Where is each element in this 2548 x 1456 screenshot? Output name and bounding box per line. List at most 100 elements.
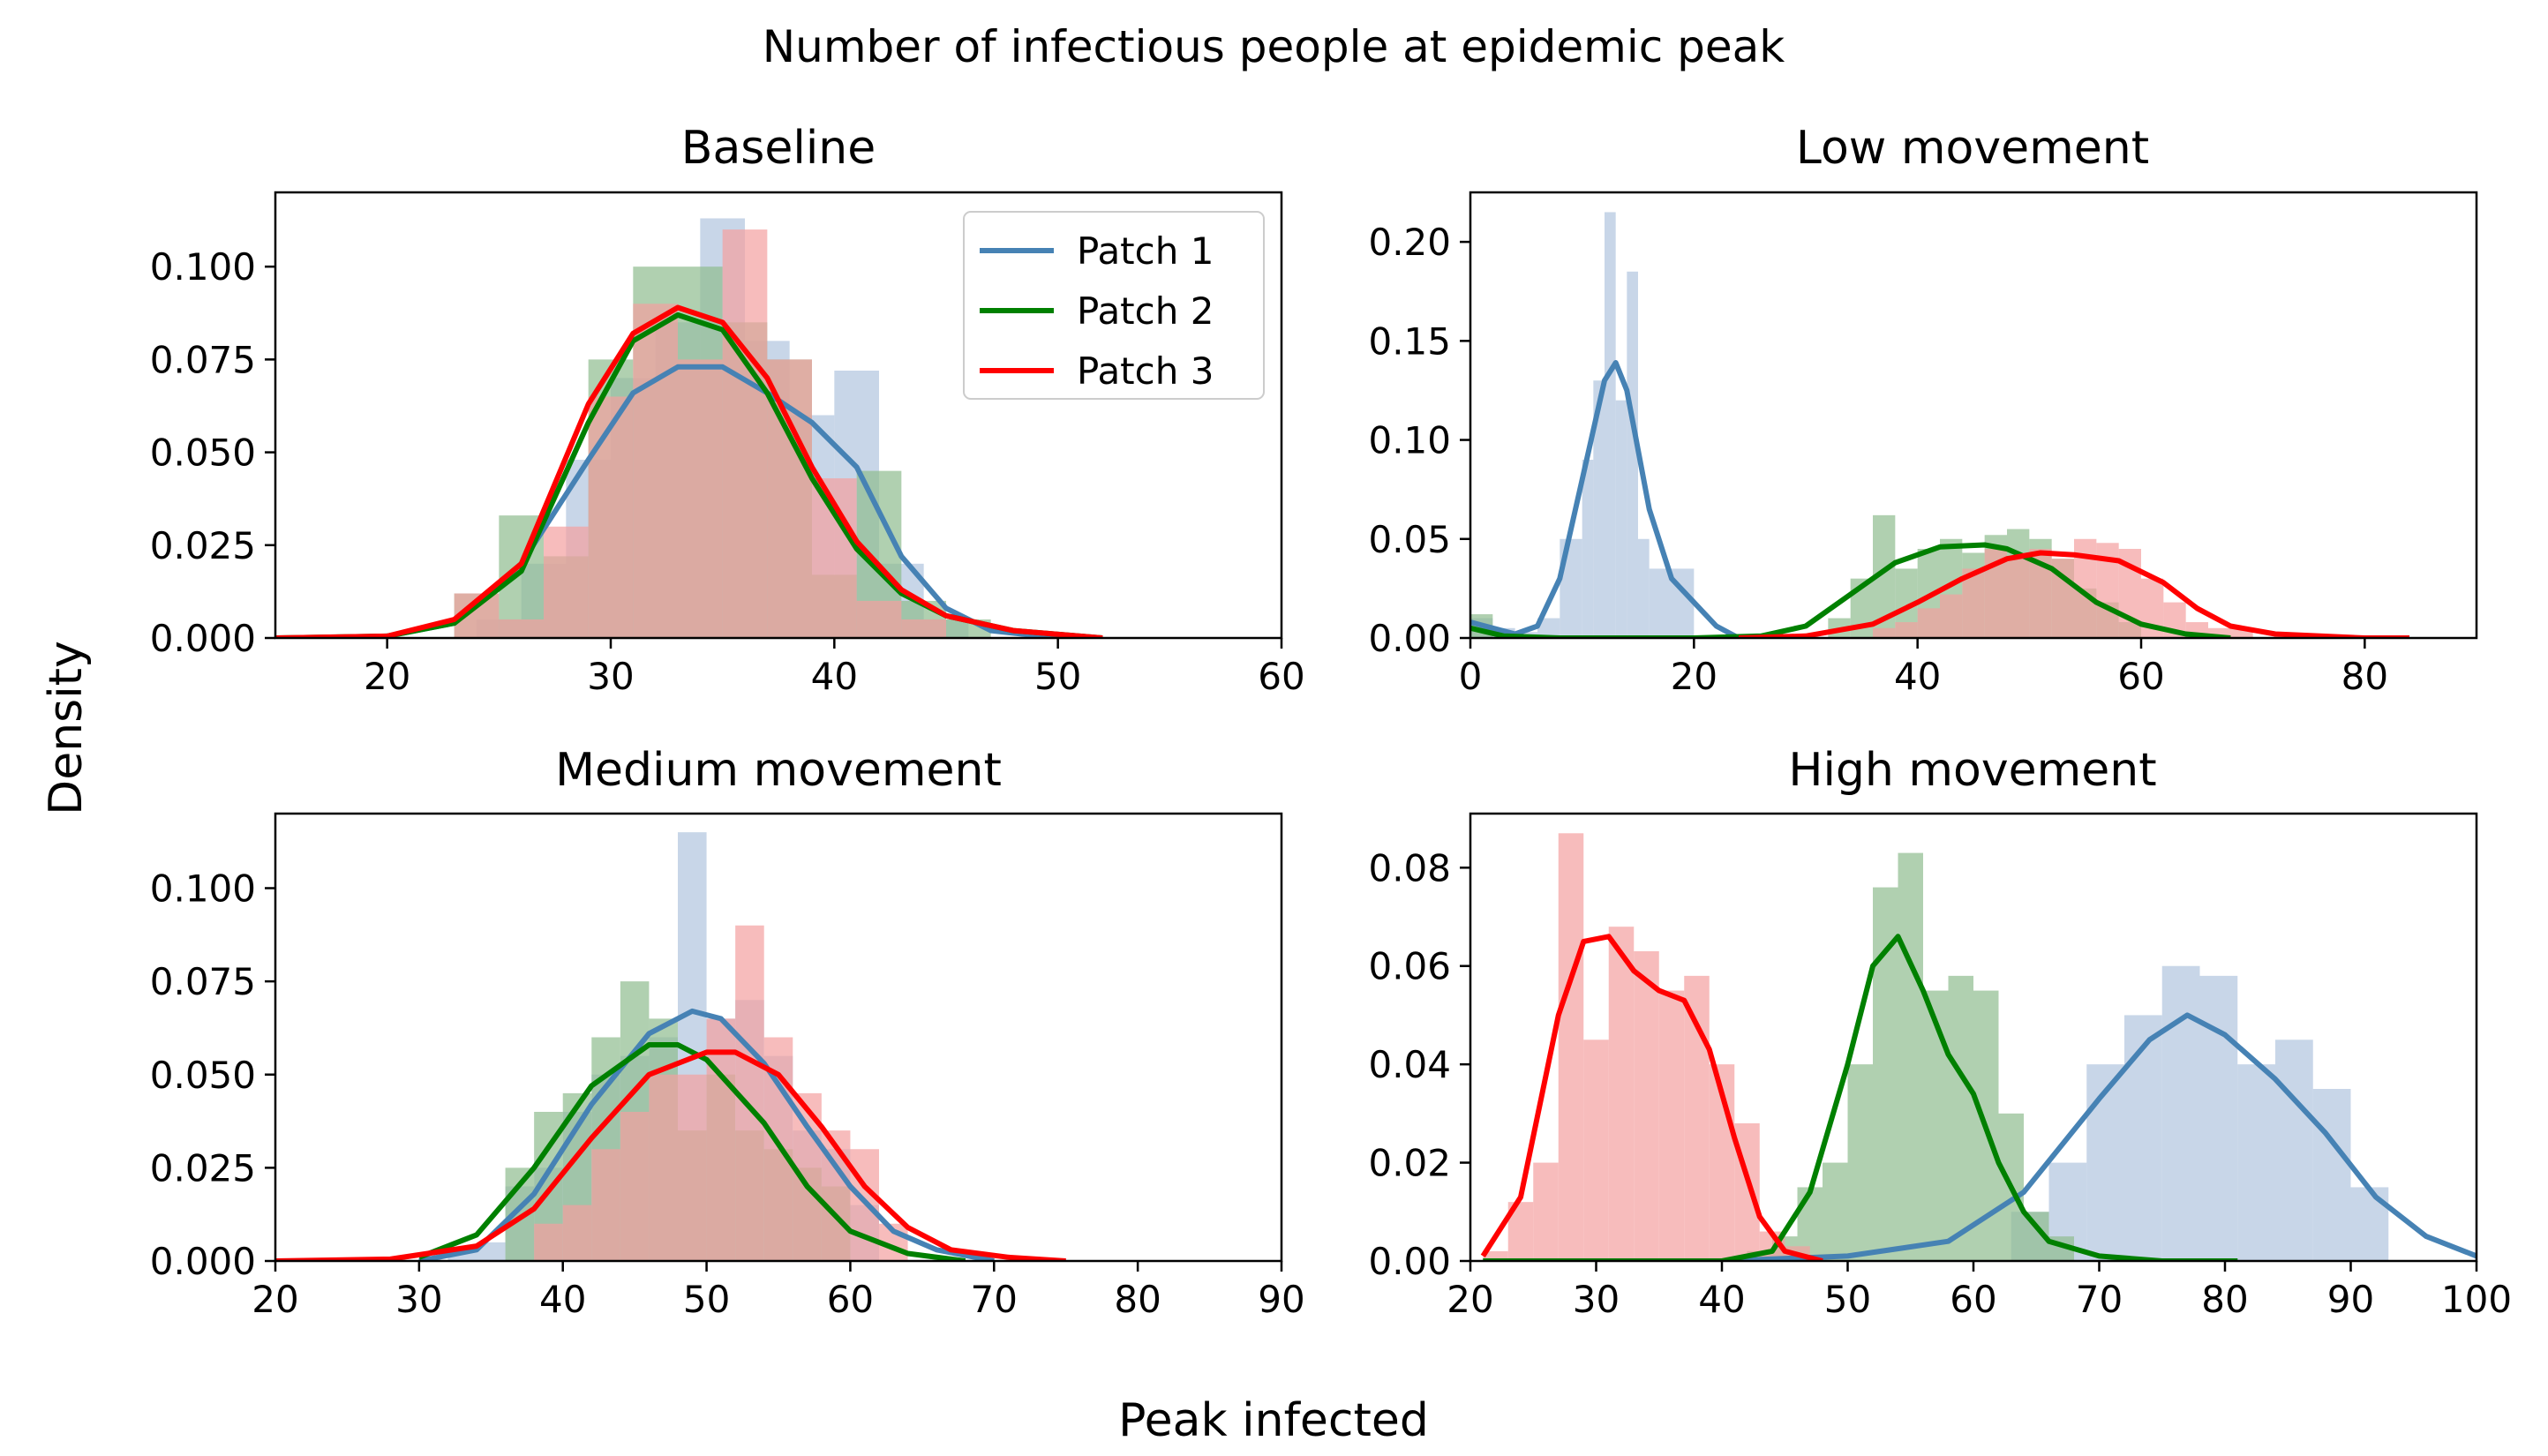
x-tick-label: 80	[1114, 1278, 1161, 1321]
legend-label-patch-3: Patch 3	[1077, 349, 1214, 393]
panel-title: Low movement	[1796, 122, 2149, 175]
histogram-bar	[2161, 965, 2200, 1261]
x-tick-label: 20	[364, 655, 410, 698]
y-tick-label: 0.100	[150, 245, 256, 289]
x-tick-label: 20	[1671, 655, 1717, 698]
y-tick-label: 0.100	[150, 867, 256, 911]
histogram-bar	[1533, 1162, 1559, 1261]
y-tick-label: 0.10	[1368, 419, 1451, 462]
histogram-bar	[1605, 212, 1616, 638]
y-tick-label: 0.050	[150, 1054, 256, 1097]
histogram-bar	[1962, 568, 1985, 638]
histogram-bar	[1898, 852, 1923, 1261]
histogram-bar	[678, 359, 723, 638]
y-tick-label: 0.15	[1368, 319, 1451, 363]
panel-medium-movement: Medium movement 20 30 40 50 60 70 80 90 0.000 0.0…	[150, 744, 1305, 1321]
panel-title: Baseline	[681, 122, 876, 175]
histogram-bar	[1593, 380, 1605, 638]
histogram-patch-1	[1470, 212, 1695, 638]
histogram-bar	[1615, 400, 1627, 638]
histogram-bar	[2086, 1064, 2124, 1261]
x-tick-label: 0	[1459, 655, 1483, 698]
histogram-bar	[1873, 627, 1896, 638]
panel-low-movement: Low movement 0 20 40 60 80 0.00 0.05 0.10 0.15 0.…	[1368, 122, 2478, 698]
figure-xlabel: Peak infected	[1118, 1394, 1429, 1447]
histogram-bar	[2237, 1064, 2275, 1261]
histogram-bar	[2312, 1089, 2351, 1261]
histogram-bar	[722, 229, 768, 638]
histogram-bar	[534, 1223, 563, 1261]
x-tick-label: 50	[1824, 1278, 1871, 1321]
x-tick-label: 70	[2076, 1278, 2123, 1321]
histogram-bar	[1634, 951, 1659, 1261]
histogram-patch-3	[1483, 833, 1810, 1261]
histogram-bar	[1627, 271, 1638, 638]
kde-line-patch-1	[418, 1008, 995, 1261]
panel-high-movement: High movement 20 30 40 50 60 70 80 90 100 0.00 0.0…	[1368, 744, 2512, 1321]
kde-line-patch-2	[417, 1042, 966, 1261]
histogram-bar	[544, 526, 589, 638]
panel-baseline: Baseline 20 30 40 50 60 0.000 0.025 0.050 0.075 0…	[150, 122, 1305, 698]
histogram-bar	[856, 600, 902, 638]
histogram-bar	[1649, 568, 1672, 638]
y-tick-label: 0.05	[1368, 518, 1451, 561]
histogram-bar	[1847, 1064, 1873, 1261]
x-tick-label: 20	[252, 1278, 298, 1321]
panel-title: High movement	[1788, 744, 2156, 797]
x-tick-label: 30	[1573, 1278, 1620, 1321]
x-tick-label: 30	[587, 655, 634, 698]
figure-ylabel: Density	[40, 641, 93, 815]
kde-line-patch-3	[275, 1049, 1066, 1261]
x-tick-label: 20	[1447, 1278, 1493, 1321]
axes-frame	[1469, 191, 2478, 640]
x-tick-label: 60	[1258, 655, 1304, 698]
y-tick-label: 0.075	[150, 960, 256, 1003]
kde-line-patch-3	[1738, 550, 2409, 638]
x-tick-label: 40	[539, 1278, 586, 1321]
legend-box	[963, 211, 1265, 400]
histogram-patch-3	[534, 925, 908, 1261]
y-tick-label: 0.025	[150, 524, 256, 567]
legend-label-patch-1: Patch 1	[1077, 229, 1214, 273]
x-tick-label: 80	[2341, 655, 2388, 698]
histogram-bar	[2124, 1015, 2162, 1261]
plot-area	[1470, 212, 2409, 638]
histogram-bar	[588, 396, 634, 638]
histogram-bar	[901, 619, 946, 638]
kde-line-patch-3	[275, 304, 1103, 638]
histogram-bar	[1483, 1250, 1508, 1261]
histogram-bar	[2275, 1039, 2313, 1261]
axes-frame	[274, 191, 1283, 640]
histogram-bar	[620, 1112, 650, 1261]
y-tick-label: 0.025	[150, 1146, 256, 1190]
x-tick-label: 60	[827, 1278, 874, 1321]
histogram-bar	[633, 304, 678, 638]
x-tick-label: 100	[2441, 1278, 2512, 1321]
kde-line-patch-2	[1470, 542, 2231, 638]
x-tick-label: 40	[1894, 655, 1941, 698]
histogram-bar	[1558, 833, 1584, 1261]
histogram-bar	[562, 1205, 592, 1261]
x-tick-label: 40	[1698, 1278, 1745, 1321]
kde-line-patch-2	[1483, 934, 2238, 1261]
histogram-bar	[2007, 559, 2030, 638]
histogram-bar	[706, 1018, 736, 1261]
histogram-bar	[1608, 927, 1635, 1261]
histogram-bar	[477, 1242, 506, 1261]
histogram-bar	[1895, 622, 1918, 638]
y-tick-label: 0.050	[150, 432, 256, 475]
x-tick-label: 90	[2327, 1278, 2374, 1321]
y-tick-label: 0.075	[150, 338, 256, 381]
histogram-bar	[1582, 460, 1594, 638]
histogram-bar	[499, 619, 544, 638]
x-tick-label: 70	[971, 1278, 1018, 1321]
plot-area	[275, 832, 1066, 1261]
histogram-bar	[2350, 1187, 2389, 1261]
x-tick-label: 90	[1258, 1278, 1304, 1321]
x-tick-label: 30	[395, 1278, 442, 1321]
histogram-bar	[591, 1149, 620, 1261]
histogram-bar	[1940, 594, 1963, 638]
x-tick-label: 40	[811, 655, 858, 698]
kde-line-patch-3	[1480, 934, 1823, 1261]
